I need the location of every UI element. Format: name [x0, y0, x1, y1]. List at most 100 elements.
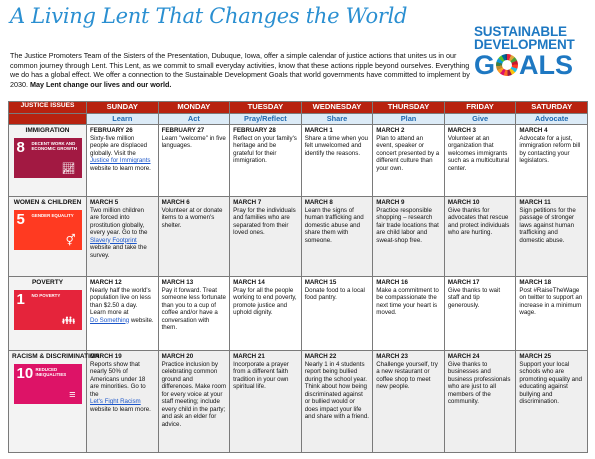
- cell-date: MARCH 20: [161, 353, 194, 360]
- cell-text: Share a time when you felt unwelcomed an…: [304, 134, 368, 157]
- cell-text: Support your local schools who are promo…: [519, 360, 582, 406]
- issue-cell: IMMIGRATION 8 DECENT WORK AND ECONOMIC G…: [8, 124, 87, 197]
- day-cell: MARCH 4 Advocate for a just, immigration …: [515, 124, 588, 197]
- justice-for-immigrants-link[interactable]: Justice for Immigrants: [90, 157, 151, 164]
- cell-date: MARCH 8: [304, 199, 333, 206]
- day-cell: MARCH 23 Challenge yourself, try a new re…: [372, 350, 445, 453]
- day-header-thursday: THURSDAY: [372, 101, 445, 114]
- cell-text: Advocate for a just, immigration reform …: [519, 134, 581, 165]
- goal-text: REDUCED INEQUALITIES: [35, 367, 67, 377]
- cell-date: MARCH 2: [376, 127, 405, 134]
- goal-number: 5: [16, 211, 25, 228]
- do-something-link[interactable]: Do Something: [90, 316, 130, 324]
- issues-header: JUSTICE ISSUES: [8, 101, 87, 114]
- sdg-wheel-icon: [496, 54, 519, 76]
- day-header-wednesday: WEDNESDAY: [300, 101, 374, 114]
- goal-number: 10: [16, 365, 34, 382]
- goal-text: NO POVERTY: [31, 293, 61, 298]
- issue-cell: RACISM & DISCRIMINATION 10 REDUCED INEQU…: [8, 350, 100, 453]
- issue-row-poverty: POVERTY 1 NO POVERTY 👪︎ MARCH 12 Nearly h…: [8, 276, 588, 351]
- action-plan: Plan: [372, 113, 445, 125]
- lets-fight-racism-link[interactable]: Let's Fight Racism: [90, 398, 141, 405]
- day-header-tuesday: TUESDAY: [229, 101, 302, 114]
- cell-text: Pray for all the people working to end p…: [233, 286, 297, 317]
- day-cell: MARCH 13 Pay it forward. Treat someone le…: [157, 276, 231, 351]
- cell-text: Practice responsible shopping – research…: [376, 206, 439, 244]
- header-row: JUSTICE ISSUES SUNDAY MONDAY TUESDAY WED…: [8, 101, 588, 114]
- goal-text: DECENT WORK AND ECONOMIC GROWTH: [31, 141, 77, 151]
- goal-number: 8: [16, 139, 25, 156]
- issue-row-immigration: IMMIGRATION 8 DECENT WORK AND ECONOMIC G…: [8, 124, 588, 197]
- sdg-goals-g: G: [474, 50, 496, 80]
- action-share: Share: [300, 113, 374, 125]
- cell-date: MARCH 19: [90, 353, 122, 360]
- issue-name-text: RACISM & DISCRIMINATION: [12, 353, 100, 360]
- cell-date: FEBRUARY 28: [233, 127, 276, 134]
- cell-text: Nearly half the world's population live …: [90, 286, 151, 317]
- cell-date: MARCH 3: [447, 127, 477, 134]
- cell-date: MARCH 13: [161, 279, 194, 286]
- day-cell: MARCH 22 Nearly 1 in 4 students report be…: [300, 350, 374, 453]
- sdg-goals-als: ALS: [519, 50, 574, 80]
- cell-date: MARCH 4: [519, 127, 548, 134]
- day-cell: FEBRUARY 27 Learn "welcome" in five langu…: [157, 124, 231, 197]
- gender-equality-icon: ⚥︎: [65, 235, 76, 247]
- cell-text: Sign petitions for the passage of strong…: [519, 206, 576, 244]
- intro-paragraph: The Justice Promoters Team of the Sister…: [10, 51, 470, 89]
- cell-date: MARCH 21: [233, 353, 265, 360]
- day-cell: MARCH 21 Incorporate a prayer from a diff…: [229, 350, 302, 453]
- cell-text-after: website to learn more.: [90, 405, 151, 413]
- cell-text-after: website and take the survey.: [90, 244, 147, 259]
- day-cell: MARCH 8 Learn the signs of human traffick…: [300, 196, 374, 277]
- slavery-footprint-link[interactable]: Slavery Footprint: [90, 236, 137, 244]
- cell-text: Reports show that nearly 50% of American…: [90, 360, 146, 398]
- cell-text: Donate food to a local food pantry.: [304, 286, 365, 302]
- day-cell: MARCH 19 Reports show that nearly 50% of …: [86, 350, 159, 453]
- lent-calendar-table: JUSTICE ISSUES SUNDAY MONDAY TUESDAY WED…: [8, 101, 588, 453]
- sdg-goal-10-badge: 10 REDUCED INEQUALITIES ≡: [13, 364, 82, 404]
- day-cell: MARCH 20 Practice inclusion by celebratin…: [157, 350, 231, 453]
- sdg-logo-goals: G ALS: [474, 50, 590, 80]
- cell-date: MARCH 25: [519, 353, 552, 360]
- day-cell: MARCH 24 Give thanks to businesses and bu…: [443, 350, 517, 453]
- issue-name: IMMIGRATION: [25, 127, 70, 134]
- day-cell: FEBRUARY 26 Sixty-five million people are…: [86, 124, 159, 197]
- cell-text-after: website.: [129, 316, 154, 324]
- issue-name: WOMEN & CHILDREN: [13, 199, 82, 206]
- day-header-saturday: SATURDAY: [515, 101, 588, 114]
- day-cell: MARCH 14 Pray for all the people working …: [229, 276, 302, 351]
- day-header-sunday: SUNDAY: [86, 101, 159, 114]
- day-cell: MARCH 6 Volunteer at or donate items to a…: [157, 196, 231, 277]
- cell-text: Volunteer at or donate items to a women'…: [161, 206, 223, 229]
- cell-text: Practice inclusion by celebrating common…: [161, 360, 227, 428]
- cell-text: Learn the signs of human trafficking and…: [304, 206, 364, 244]
- day-cell: MARCH 5 Two million children are forced i…: [86, 196, 159, 277]
- sdg-logo: SUSTAINABLE DEVELOPMENT G ALS: [474, 24, 590, 80]
- issue-name: POVERTY: [31, 279, 64, 286]
- issue-row-women-children: WOMEN & CHILDREN 5 GENDER EQUALITY ⚥︎ MA…: [8, 196, 588, 277]
- sdg-logo-line2: DEVELOPMENT: [474, 37, 575, 52]
- cell-date: MARCH 6: [161, 199, 190, 206]
- day-cell: MARCH 11 Sign petitions for the passage o…: [515, 196, 588, 277]
- sdg-goal-1-badge: 1 NO POVERTY 👪︎: [13, 290, 82, 330]
- cell-date: MARCH 15: [304, 279, 337, 286]
- sdg-logo-line1: SUSTAINABLE: [474, 24, 567, 39]
- day-cell: MARCH 12 Nearly half the world's populati…: [86, 276, 159, 351]
- day-header-friday: FRIDAY: [443, 101, 517, 114]
- issue-row-racism-discrimination: RACISM & DISCRIMINATION 10 REDUCED INEQU…: [8, 350, 588, 453]
- day-cell: MARCH 10 Give thanks for advocates that r…: [443, 196, 517, 277]
- action-learn: Learn: [86, 113, 159, 125]
- issue-name: RACISM & DISCRIMINATION: [12, 353, 100, 361]
- day-cell: MARCH 17 Give thanks to wait staff and ti…: [443, 276, 517, 351]
- family-icon: 👪︎: [61, 315, 76, 327]
- day-cell: MARCH 3 Volunteer at an organization that…: [443, 124, 517, 197]
- cell-text: Volunteer at an organization that welcom…: [447, 134, 510, 172]
- action-row: Learn Act Pray/Reflect Share Plan Give A…: [8, 113, 588, 125]
- cell-date: MARCH 11: [519, 199, 551, 206]
- cell-date: MARCH 22: [304, 353, 337, 360]
- cell-text: Make a commitment to be compassionate th…: [376, 286, 439, 317]
- cell-text: Reflect on your family's heritage and be…: [233, 134, 297, 165]
- action-give: Give: [443, 113, 517, 125]
- issue-cell: POVERTY 1 NO POVERTY 👪︎: [8, 276, 87, 351]
- cell-text: Sixty-five million people are displaced …: [90, 134, 148, 157]
